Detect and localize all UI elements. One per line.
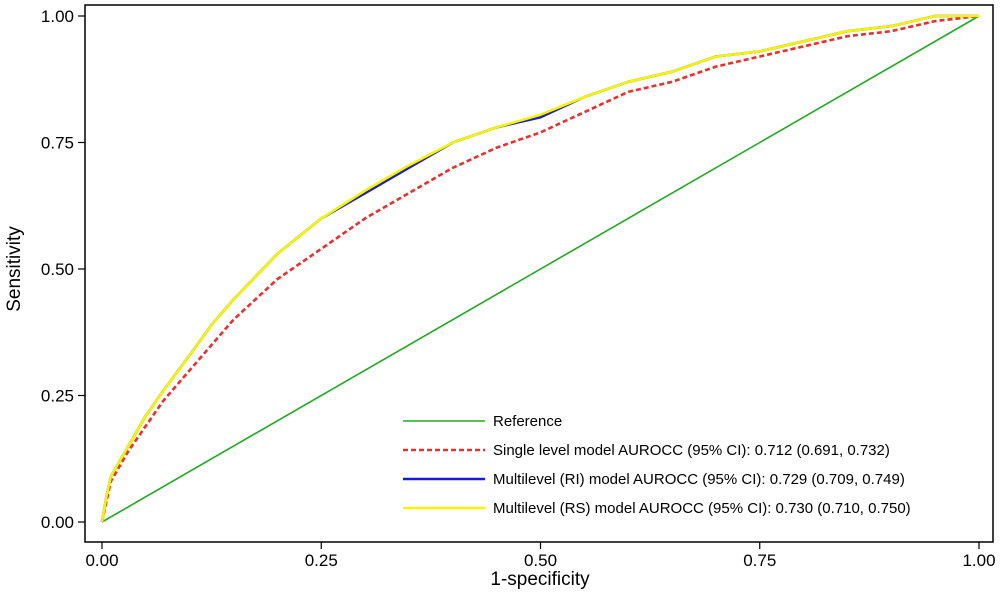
legend: Reference Single level model AUROCC (95% … — [403, 413, 911, 517]
y-axis-label: Sensitivity — [4, 226, 25, 312]
legend-label: Multilevel (RS) model AUROCC (95% CI): 0… — [493, 500, 911, 517]
series-layer — [100, 14, 980, 523]
axes: 0.00 0.25 0.50 0.75 1.00 0.00 0.25 0.50 0.75 1.00 — [41, 7, 996, 570]
x-tick-label: 0.50 — [524, 551, 557, 570]
x-tick-label: 0.25 — [305, 551, 338, 570]
x-tick-label: 1.00 — [962, 551, 995, 570]
plot-frame — [84, 4, 994, 543]
y-tick-label: 0.50 — [41, 260, 74, 279]
legend-label: Multilevel (RI) model AUROCC (95% CI): 0… — [493, 471, 905, 488]
legend-label: Reference — [493, 413, 562, 430]
y-tick-label: 1.00 — [41, 7, 74, 26]
y-tick-label: 0.75 — [41, 134, 74, 153]
x-axis-label: 1-specificity — [490, 569, 590, 590]
x-tick-label: 0.00 — [85, 551, 118, 570]
y-tick-label: 0.25 — [41, 387, 74, 406]
legend-label: Single level model AUROCC (95% CI): 0.71… — [493, 442, 890, 459]
reference-line — [101, 15, 980, 523]
x-tick-label: 0.75 — [743, 551, 776, 570]
y-tick-label: 0.00 — [41, 513, 74, 532]
multilevel-rs-roc-line — [100, 14, 979, 523]
